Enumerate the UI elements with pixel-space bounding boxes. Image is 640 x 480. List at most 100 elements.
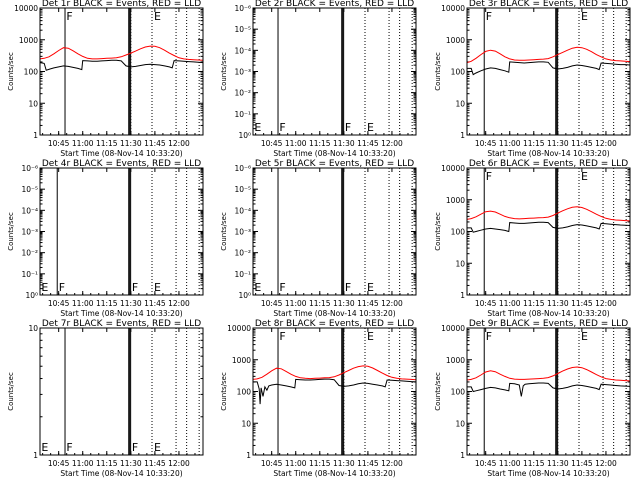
y-tick-label: 100 xyxy=(24,68,39,77)
panel-title: Det 1r BLACK = Events, RED = LLD xyxy=(42,0,201,9)
flag-label: E xyxy=(367,330,374,343)
y-tick-label: 10⁻² xyxy=(234,249,251,258)
events-series-line xyxy=(39,59,204,71)
y-axis-label: Counts/sec xyxy=(220,212,228,251)
x-tick-label: 11:45 xyxy=(144,459,166,468)
x-tick-label: 11:00 xyxy=(285,139,307,148)
lld-series-line xyxy=(466,46,631,64)
flag-label: F xyxy=(59,281,65,294)
x-tick-label: 11:45 xyxy=(357,139,379,148)
y-tick-label: 10000 xyxy=(227,324,251,333)
x-tick-label: 12:00 xyxy=(595,299,617,308)
x-tick-label: 12:00 xyxy=(168,459,190,468)
flag-label: F xyxy=(486,10,492,23)
y-tick-label: 10⁻⁵ xyxy=(234,185,251,194)
x-tick-label: 11:00 xyxy=(72,139,94,148)
panel-det-9: Det 9r BLACK = Events, RED = LLD Counts/s… xyxy=(434,319,631,478)
y-tick-label: 1 xyxy=(460,451,465,460)
flag-label: E xyxy=(154,441,161,454)
y-tick-label: 10⁻⁴ xyxy=(234,206,251,215)
lld-series-line xyxy=(252,365,417,381)
x-tick-label: 11:45 xyxy=(571,299,593,308)
flag-label: F xyxy=(279,121,285,134)
y-tick-label: 100 xyxy=(451,228,466,237)
y-tick-label: 1000 xyxy=(446,356,465,365)
y-tick-label: 10⁻² xyxy=(234,89,251,98)
x-tick-label: 12:00 xyxy=(168,299,190,308)
y-tick-label: 10 xyxy=(28,324,38,333)
y-tick-label: 1 xyxy=(460,291,465,300)
x-tick-label: 11:30 xyxy=(547,299,569,308)
events-series-line xyxy=(253,378,417,405)
y-axis-label: Counts/sec xyxy=(434,212,442,251)
y-tick-label: 1 xyxy=(460,131,465,140)
y-tick-label: 10 xyxy=(455,99,465,108)
x-tick-label: 11:00 xyxy=(499,459,521,468)
y-tick-label: 100 xyxy=(237,388,252,397)
x-tick-label: 10:45 xyxy=(48,459,70,468)
events-series-line xyxy=(467,61,631,76)
y-tick-label: 10⁻³ xyxy=(21,228,38,237)
x-tick-label: 11:15 xyxy=(309,459,331,468)
y-tick-label: 10 xyxy=(28,99,38,108)
y-tick-label: 10⁻⁴ xyxy=(234,46,251,55)
y-tick-label: 10⁻⁶ xyxy=(21,164,38,173)
y-tick-label: 10 xyxy=(455,259,465,268)
panel-title: Det 2r BLACK = Events, RED = LLD xyxy=(255,0,414,9)
flag-label: E xyxy=(367,121,374,134)
y-tick-label: 10⁰ xyxy=(25,291,38,300)
y-tick-label: 10⁻⁴ xyxy=(21,206,38,215)
y-tick-label: 10 xyxy=(455,419,465,428)
x-tick-label: 10:45 xyxy=(475,139,497,148)
y-tick-label: 10000 xyxy=(14,4,38,13)
x-tick-label: 11:30 xyxy=(120,459,142,468)
x-axis-label: Start Time (08-Nov-14 10:33:20) xyxy=(60,309,182,318)
x-tick-label: 10:45 xyxy=(261,139,283,148)
y-tick-label: 10000 xyxy=(441,324,465,333)
x-tick-label: 12:00 xyxy=(381,299,403,308)
x-tick-label: 11:15 xyxy=(309,299,331,308)
x-tick-label: 11:45 xyxy=(571,459,593,468)
plot-frame xyxy=(252,327,417,456)
y-tick-label: 10⁰ xyxy=(238,291,251,300)
panel-title: Det 3r BLACK = Events, RED = LLD xyxy=(469,0,628,9)
x-tick-label: 11:15 xyxy=(309,139,331,148)
x-axis-label: Start Time (08-Nov-14 10:33:20) xyxy=(60,149,182,158)
y-tick-label: 10000 xyxy=(441,164,465,173)
events-series-line xyxy=(467,221,631,233)
plot-frame xyxy=(466,327,631,456)
y-tick-label: 10⁻³ xyxy=(234,228,251,237)
x-tick-label: 11:00 xyxy=(499,139,521,148)
plot-frame xyxy=(252,167,417,296)
y-tick-label: 10⁻¹ xyxy=(234,110,251,119)
x-tick-label: 11:30 xyxy=(333,299,355,308)
lld-series-line xyxy=(466,366,631,382)
flag-label: F xyxy=(279,281,285,294)
panel-det-4: Det 4r BLACK = Events, RED = LLD Counts/s… xyxy=(7,159,204,318)
y-tick-label: 10⁻⁵ xyxy=(21,185,38,194)
x-tick-label: 11:15 xyxy=(96,459,118,468)
flag-label: E xyxy=(41,281,48,294)
y-axis-label: Counts/sec xyxy=(434,52,442,91)
lld-series-line xyxy=(39,45,204,61)
panel-det-5: Det 5r BLACK = Events, RED = LLD Counts/s… xyxy=(220,159,417,318)
y-tick-label: 10⁻¹ xyxy=(21,270,38,279)
y-tick-label: 10⁻³ xyxy=(234,68,251,77)
y-tick-label: 1000 xyxy=(446,196,465,205)
panel-title: Det 8r BLACK = Events, RED = LLD xyxy=(255,319,414,329)
x-tick-label: 11:00 xyxy=(285,459,307,468)
plot-frame xyxy=(39,167,204,296)
y-tick-label: 1 xyxy=(246,451,251,460)
plot-frame xyxy=(39,7,204,136)
x-axis-label: Start Time (08-Nov-14 10:33:20) xyxy=(487,149,609,158)
y-axis-label: Counts/sec xyxy=(434,372,442,411)
x-tick-label: 10:45 xyxy=(475,299,497,308)
y-tick-label: 100 xyxy=(451,388,466,397)
y-tick-label: 10⁻⁶ xyxy=(234,4,251,13)
x-axis-label: Start Time (08-Nov-14 10:33:20) xyxy=(273,149,395,158)
panel-title: Det 6r BLACK = Events, RED = LLD xyxy=(469,159,628,169)
flag-label: F xyxy=(66,10,72,23)
x-tick-label: 11:30 xyxy=(333,459,355,468)
y-tick-label: 100 xyxy=(451,68,466,77)
